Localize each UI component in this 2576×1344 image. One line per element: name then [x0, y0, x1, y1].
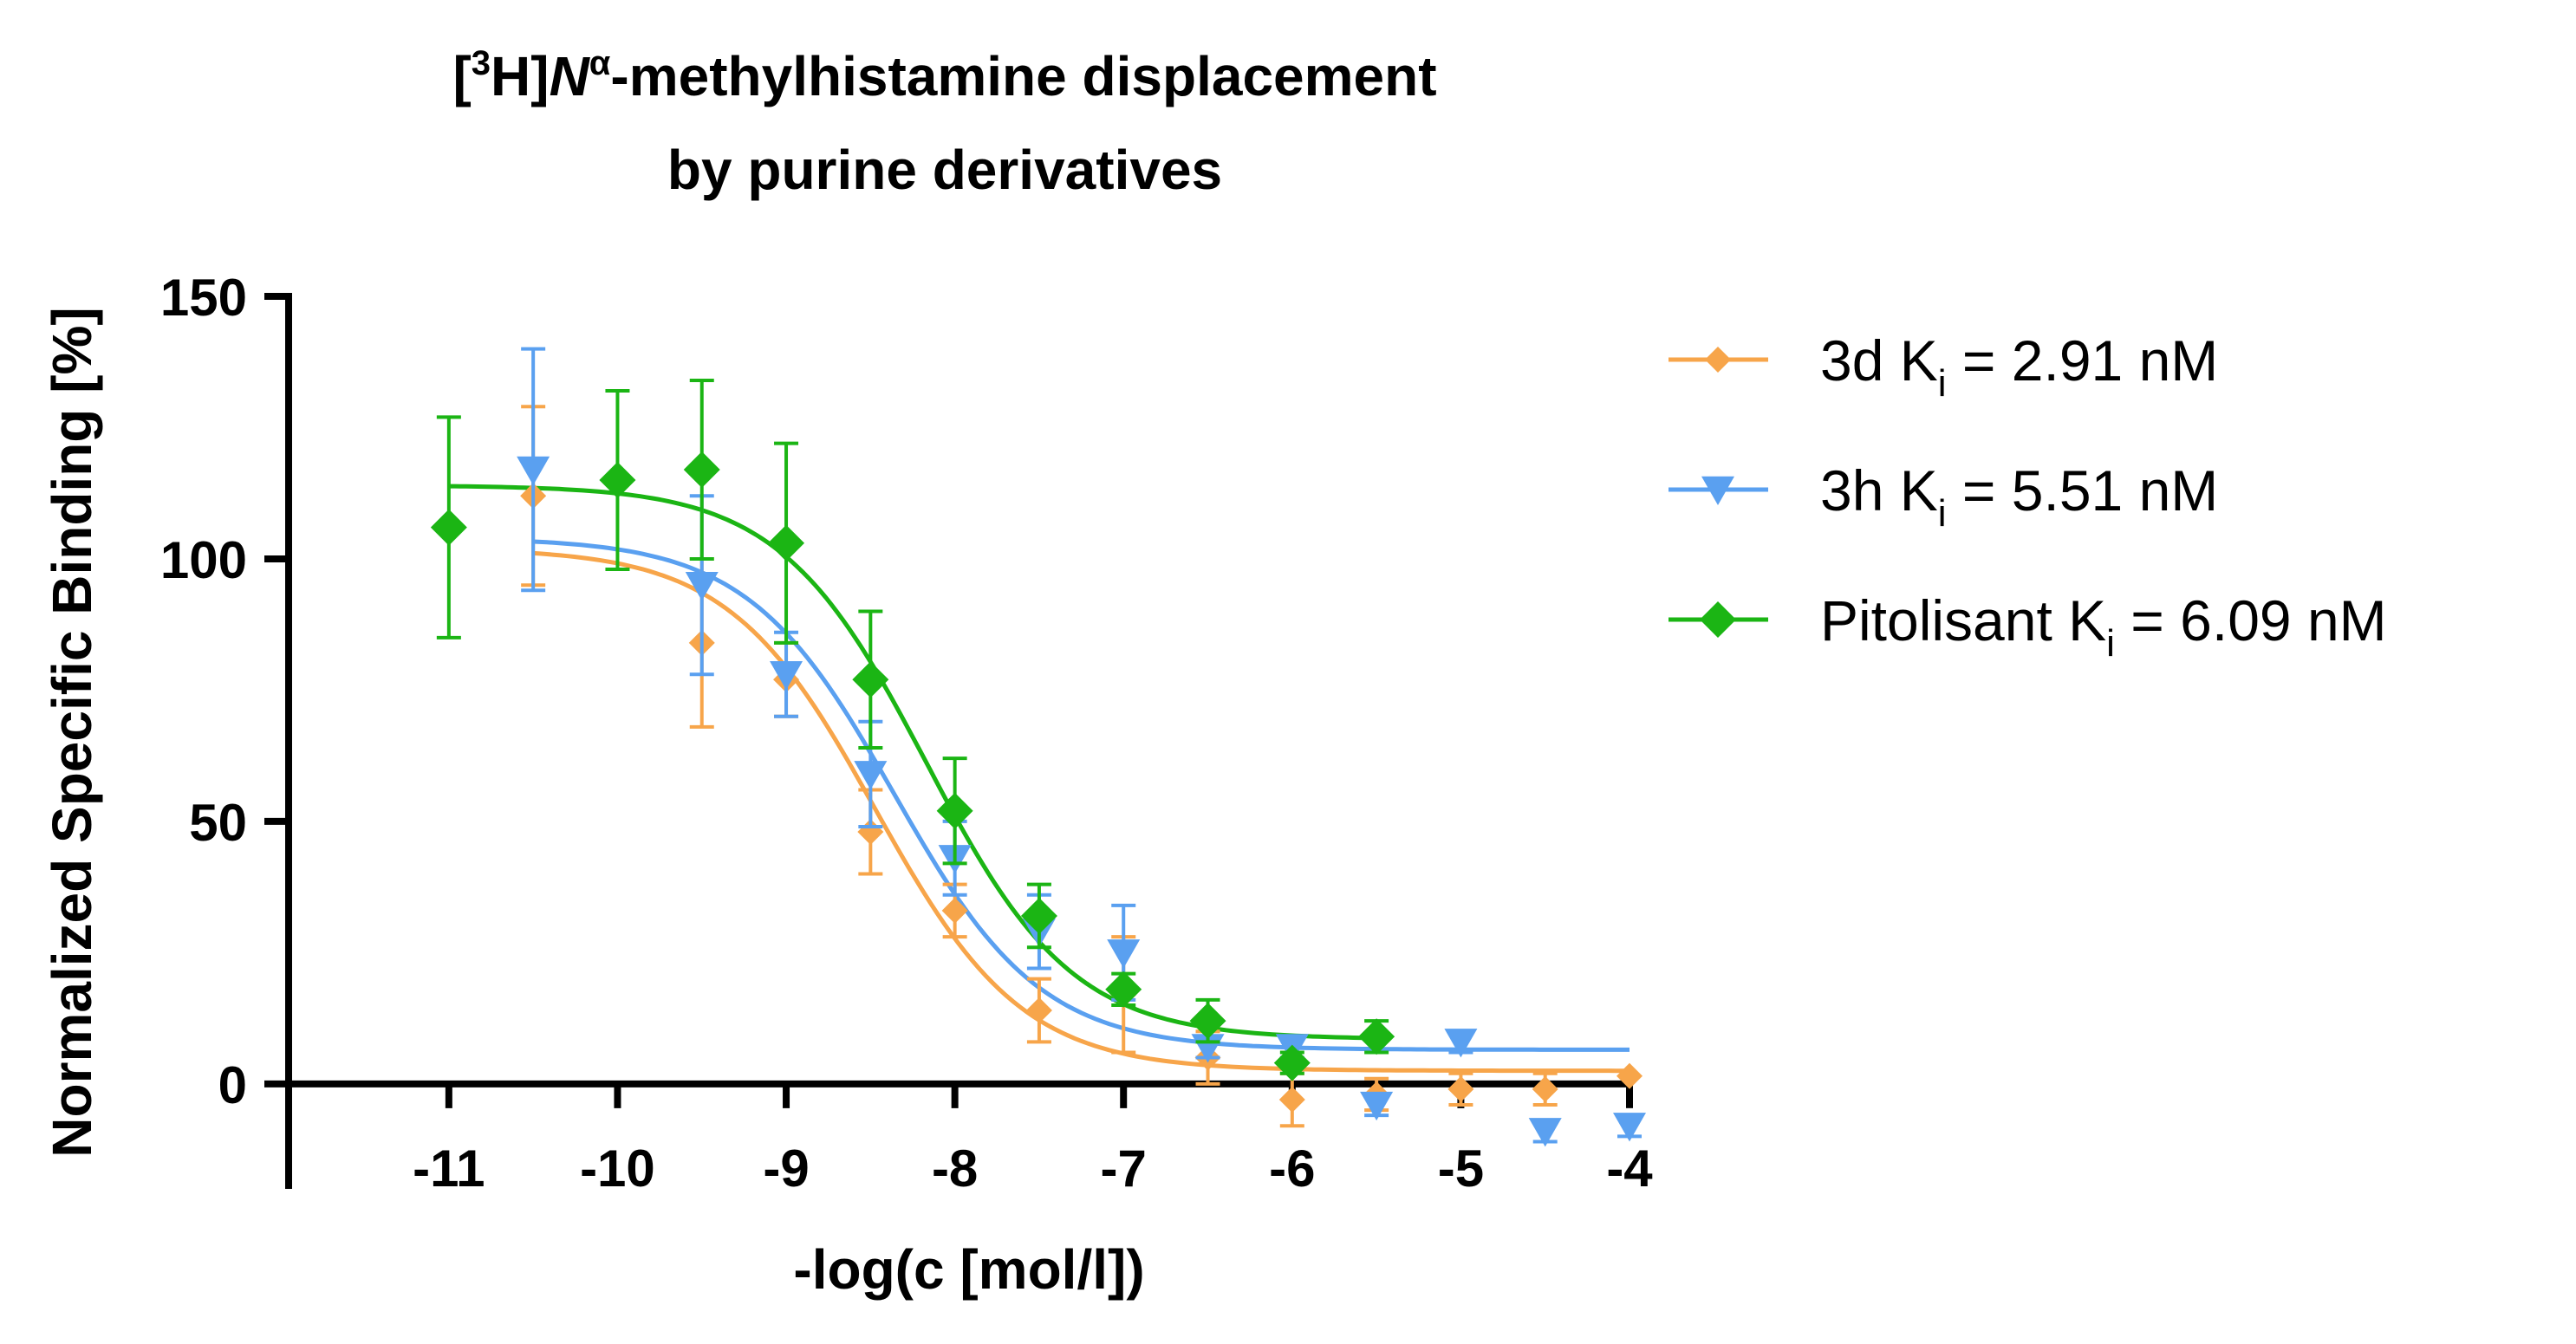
y-tick-label: 50	[189, 794, 247, 852]
legend-item-pitolisant: Pitolisant Ki = 6.09 nM	[1669, 588, 2387, 665]
data-point	[936, 792, 973, 829]
data-points	[430, 347, 1646, 1147]
legend-label: 3d Ki = 2.91 nM	[1820, 328, 2218, 405]
title-superscript: 3	[472, 44, 491, 82]
data-point	[1360, 1091, 1394, 1121]
axes: 0 50 100 150 -11 -10 -9 -8 -7 -6 -5 -4	[160, 269, 1653, 1198]
y-tick-label: 0	[218, 1056, 247, 1114]
legend-label-subscript: i	[1938, 362, 1947, 405]
legend-label-value: = 6.09 nM	[2115, 588, 2387, 653]
x-tick-label: -11	[413, 1139, 485, 1198]
data-point	[1613, 1113, 1646, 1142]
data-point	[599, 462, 636, 499]
legend-marker	[1705, 347, 1731, 373]
y-tick-label: 150	[160, 269, 247, 327]
title-part-mid: H]	[491, 45, 550, 107]
legend-label-subscript: i	[2106, 622, 2115, 665]
legend-label-value: = 2.91 nM	[1947, 328, 2219, 393]
title-part-pre: [	[452, 45, 471, 107]
x-tick-label: -9	[763, 1139, 809, 1198]
data-point	[768, 524, 805, 562]
chart-title-line2: by purine derivatives	[667, 139, 1222, 201]
legend-marker	[1700, 601, 1736, 638]
legend-label-main: Pitolisant K	[1820, 588, 2106, 653]
legend-item-3d: 3d Ki = 2.91 nM	[1669, 328, 2218, 405]
legend-marker	[1701, 476, 1734, 506]
x-tick-label: -4	[1606, 1139, 1653, 1198]
legend-label-main: 3h K	[1820, 458, 1938, 523]
chart-title-line1: [3H]Nα-methylhistamine displacement	[452, 44, 1436, 107]
fit-curve-pitolisant	[448, 484, 1377, 1041]
title-italic: N	[550, 45, 591, 107]
chart-title: [3H]Nα-methylhistamine displacement by p…	[452, 44, 1436, 201]
legend-label-main: 3d K	[1820, 328, 1938, 393]
data-point	[1617, 1062, 1643, 1089]
data-point	[770, 661, 803, 691]
data-point	[683, 451, 720, 488]
data-point	[1189, 1003, 1226, 1040]
legend-label: 3h Ki = 5.51 nM	[1820, 458, 2218, 535]
data-point	[1025, 997, 1052, 1023]
x-tick-label: -5	[1438, 1139, 1484, 1198]
data-point	[1105, 971, 1142, 1008]
data-point	[1444, 1029, 1478, 1058]
legend-label-subscript: i	[1938, 492, 1947, 535]
data-point	[685, 572, 719, 601]
x-tick-label: -7	[1101, 1139, 1147, 1198]
data-point	[852, 661, 889, 698]
series-3d	[520, 405, 1643, 1128]
fit-curve-3h	[533, 539, 1630, 1052]
data-point	[1528, 1118, 1562, 1147]
legend-item-3h: 3h Ki = 5.51 nM	[1669, 458, 2218, 535]
fit-curves	[448, 484, 1630, 1074]
legend-label: Pitolisant Ki = 6.09 nM	[1820, 588, 2387, 665]
data-point	[1020, 897, 1057, 934]
x-tick-label: -8	[932, 1139, 978, 1198]
y-tick-label: 100	[160, 531, 247, 589]
data-point	[1278, 1087, 1305, 1113]
data-point	[1107, 939, 1141, 969]
data-point	[941, 897, 968, 924]
x-tick-label: -6	[1269, 1139, 1315, 1198]
title-part-post: -methylhistamine displacement	[610, 45, 1436, 107]
data-point	[430, 509, 467, 546]
fit-curve-3d	[533, 550, 1630, 1074]
y-axis-label: Normalized Specific Binding [%]	[41, 307, 103, 1157]
data-point	[1273, 1044, 1311, 1081]
title-alpha: α	[589, 44, 611, 82]
data-point	[517, 456, 550, 485]
legend-label-value: = 5.51 nM	[1947, 458, 2219, 523]
data-point	[1447, 1075, 1474, 1102]
series-pitolisant	[430, 378, 1395, 1081]
data-point	[1358, 1018, 1395, 1055]
data-point	[854, 761, 888, 790]
data-point	[1532, 1075, 1558, 1102]
x-axis-label: -log(c [mol/l])	[793, 1238, 1144, 1301]
x-tick-label: -10	[580, 1139, 655, 1198]
